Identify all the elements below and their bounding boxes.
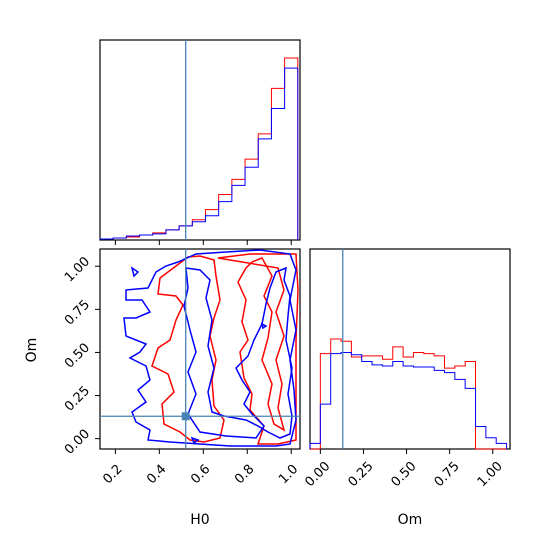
contour-x-tick-label: 1.0 [276, 462, 301, 487]
hist-om-step-blue [309, 351, 508, 449]
contour-blue-mark-c [190, 436, 200, 445]
contour-red-right [217, 253, 299, 445]
contour-y-tick-label: 0.00 [62, 427, 93, 458]
hist-om-x-tick-label: 0.75 [432, 459, 463, 490]
hist-om-x-tick-label: 0.00 [302, 459, 333, 490]
contour-red [151, 253, 299, 445]
y-axis-label-om: Om [24, 338, 40, 363]
contour-panel: 0.2 0.4 0.6 0.8 1.0 0.00 0.25 0.50 0.75 1.00 [62, 248, 301, 487]
hist-om-x-tick-label: 0.50 [389, 459, 420, 490]
hist-h0-panel [99, 39, 301, 245]
contour-y-tick-label: 0.50 [62, 340, 93, 371]
contour-blue-mark-a [130, 266, 140, 278]
hist-h0-frame [99, 39, 301, 241]
hist-om-x-tick-label: 1.00 [475, 459, 506, 490]
contour-y-tick-label: 1.00 [62, 254, 93, 285]
hist-om-panel: 0.00 0.25 0.50 0.75 1.00 [302, 248, 511, 490]
contour-red-left [151, 255, 225, 443]
hist-h0-step-blue [99, 67, 299, 240]
contour-y-tick-label: 0.25 [62, 384, 93, 415]
hist-om-x-tick-label: 0.25 [345, 459, 376, 490]
x-axis-label-om: Om [398, 512, 423, 528]
contour-blue-mark-b [260, 322, 268, 330]
hist-om-step-red [310, 338, 507, 450]
contour-x-tick-label: 0.6 [188, 462, 213, 487]
contour-blue [123, 249, 297, 447]
contour-blue-outer [123, 249, 297, 447]
hist-h0-step-red [99, 57, 299, 240]
contour-blue-inner [183, 266, 293, 439]
x-axis-label-h0: H0 [190, 512, 209, 528]
contour-x-tick-label: 0.2 [100, 462, 125, 487]
contour-y-tick-label: 0.75 [62, 297, 93, 328]
contour-frame [99, 248, 301, 450]
contour-x-tick-label: 0.4 [144, 462, 169, 487]
contour-x-tick-label: 0.8 [232, 462, 257, 487]
hist-om-frame [309, 248, 511, 450]
truth-marker [181, 412, 190, 421]
